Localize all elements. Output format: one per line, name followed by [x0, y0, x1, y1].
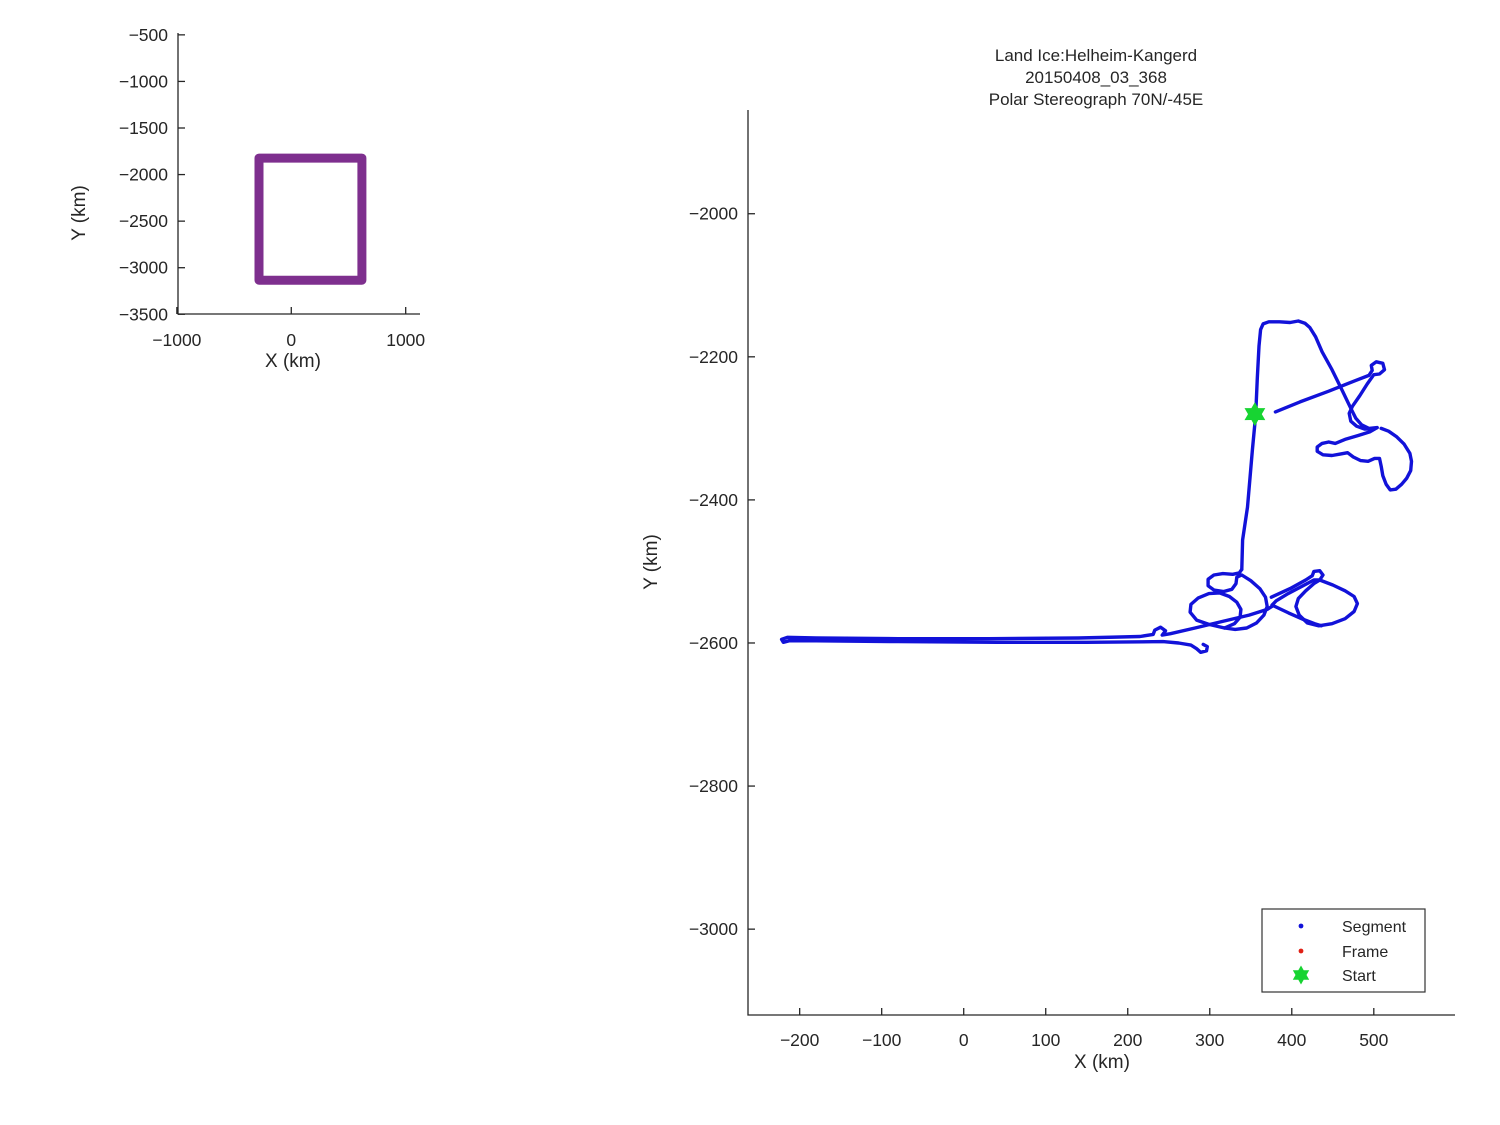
- main-x-tick-label: 500: [1359, 1030, 1388, 1050]
- glacier-loop-southwest: [1188, 591, 1243, 630]
- overview-y-tick-label: −3000: [119, 258, 168, 278]
- overview-y-tick-label: −1500: [119, 118, 168, 138]
- north-leg-and-top-corner: [1240, 319, 1379, 571]
- main-x-tick-label: 300: [1195, 1030, 1224, 1050]
- plot-title-line-3: Polar Stereograph 70N/-45E: [989, 90, 1204, 109]
- overview-x-tick-label: −1000: [152, 330, 201, 350]
- glacier-loop-northwest: [1206, 567, 1269, 632]
- main-y-tick-label: −2600: [689, 633, 738, 653]
- legend-label-start: Start: [1342, 968, 1376, 985]
- glacier-loop-east: [1294, 578, 1360, 628]
- plot-title-line-1: Land Ice:Helheim-Kangerd: [995, 46, 1197, 65]
- overview-y-tick-label: −3500: [119, 304, 168, 324]
- overview-xlabel: X (km): [265, 351, 321, 372]
- overview-ylabel: Y (km): [69, 185, 90, 241]
- main-x-tick-label: 100: [1031, 1030, 1060, 1050]
- plot-title-line-2: 20150408_03_368: [1025, 68, 1167, 87]
- main-x-tick-label: 0: [959, 1030, 969, 1050]
- legend-label-frame: Frame: [1342, 944, 1388, 961]
- overview-y-tick-label: −2000: [119, 165, 168, 185]
- legend-frame-marker: [1298, 948, 1304, 954]
- hairpin-with-turn-loop: [1269, 569, 1325, 607]
- main-y-tick-label: −3000: [689, 919, 738, 939]
- legend-label-segment: Segment: [1342, 919, 1407, 936]
- transit-with-turn-loop: [1273, 360, 1387, 431]
- main-y-tick-label: −2400: [689, 490, 738, 510]
- overview-axis-lines: [177, 33, 420, 315]
- main-x-tick-label: −100: [862, 1030, 902, 1050]
- main-track-plot: Land Ice:Helheim-Kangerd 20150408_03_368…: [641, 46, 1455, 1073]
- legend-start-marker: [1292, 965, 1310, 985]
- overview-x-tick-label: 1000: [386, 330, 425, 350]
- main-xlabel: X (km): [1074, 1052, 1130, 1073]
- main-x-tick-label: 200: [1113, 1030, 1142, 1050]
- legend: Segment Frame Start: [1261, 908, 1426, 993]
- main-generated-axes-and-series: −200 −100 0 100 200 300 400 500 −2000 −2200 −2400 −…: [689, 110, 1455, 1050]
- main-axis-lines: [747, 110, 1455, 1016]
- cross-link: [1270, 603, 1323, 628]
- long-west-transect: [779, 604, 1275, 654]
- main-y-tick-label: −2000: [689, 204, 738, 224]
- start-marker: [1244, 402, 1266, 427]
- main-x-tick-label: 400: [1277, 1030, 1306, 1050]
- overview-plot: −1000 0 1000 −500 −1000 −1500 −2000 −2500 −3000 −…: [69, 25, 426, 372]
- overview-y-tick-label: −500: [129, 25, 169, 45]
- legend-box: [1261, 908, 1426, 993]
- main-y-tick-label: −2200: [689, 347, 738, 367]
- main-ylabel: Y (km): [641, 534, 662, 590]
- overview-generated-axes-and-series: −1000 0 1000 −500 −1000 −1500 −2000 −2500 −3000 −…: [119, 25, 426, 350]
- main-y-tick-label: −2800: [689, 776, 738, 796]
- overview-y-tick-label: −1000: [119, 71, 168, 91]
- overview-y-tick-label: −2500: [119, 211, 168, 231]
- legend-segment-marker: [1298, 923, 1304, 929]
- overview-x-tick-label: 0: [286, 330, 296, 350]
- main-x-tick-label: −200: [780, 1030, 820, 1050]
- coverage-rectangle: [254, 153, 367, 285]
- northeast-survey-loops: [1315, 425, 1414, 492]
